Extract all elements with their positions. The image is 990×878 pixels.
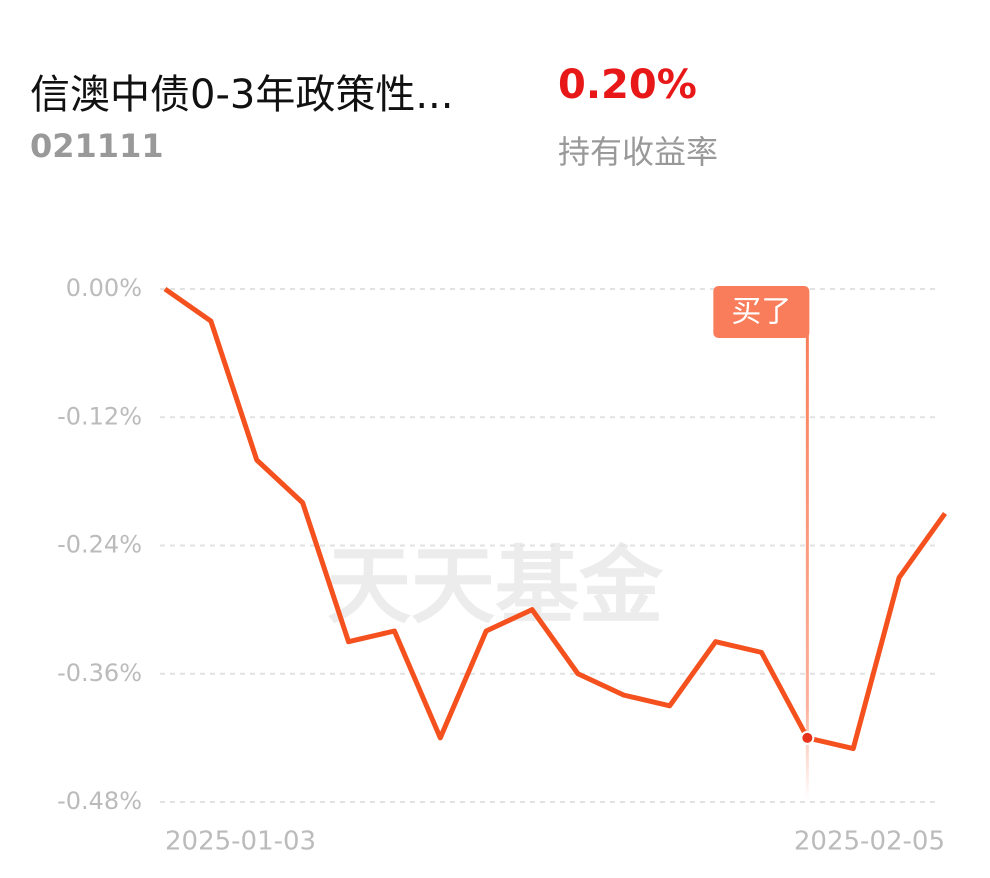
y-tick-label: -0.48%: [57, 787, 142, 815]
return-value: 0.20%: [558, 62, 697, 108]
x-tick-label: 2025-01-03: [165, 827, 316, 857]
line-series: [163, 286, 948, 752]
y-tick-label: 0.00%: [66, 274, 142, 302]
buy-point: [800, 730, 815, 745]
fund-title: 信澳中债0-3年政策性...: [30, 72, 454, 118]
watermark: 天天基金: [327, 537, 664, 635]
x-tick-label: 2025-02-05: [794, 827, 945, 857]
buy-marker-line: [805, 330, 809, 800]
y-tick-label: -0.12%: [57, 402, 142, 430]
buy-marker-box: [713, 286, 810, 338]
y-tick-label: -0.36%: [57, 659, 142, 687]
buy-marker-label: 买了: [731, 295, 791, 330]
return-label: 持有收益率: [558, 133, 719, 171]
fund-code: 021111: [30, 127, 164, 165]
y-tick-label: -0.24%: [57, 531, 142, 559]
